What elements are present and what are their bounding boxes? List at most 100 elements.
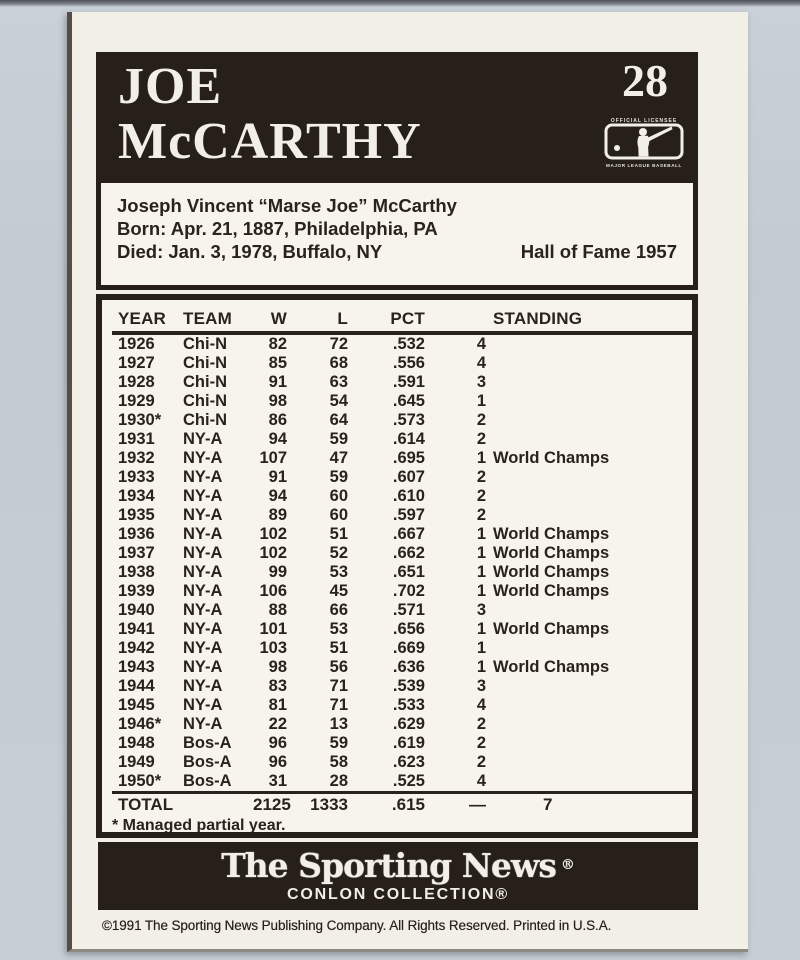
- baseball-card-back: JOE McCARTHY 28 OFFICIAL LICENSEE MAJOR …: [67, 12, 748, 952]
- table-row: 1934 NY-A 94 60 .610 2: [112, 487, 692, 506]
- cell-year: 1929: [118, 392, 155, 410]
- cell-pct: .525: [392, 772, 425, 790]
- cell-team: Chi-N: [183, 373, 227, 391]
- cell-year: 1938: [118, 563, 155, 581]
- cell-pct: .645: [392, 392, 425, 410]
- cell-team: Chi-N: [183, 392, 227, 410]
- cell-w: 96: [268, 734, 287, 752]
- cell-year: 1936: [118, 525, 155, 543]
- cell-w: 106: [259, 582, 287, 600]
- cell-team: Bos-A: [183, 734, 232, 752]
- table-footnote: * Managed partial year.: [112, 817, 286, 834]
- cell-team: Bos-A: [183, 753, 232, 771]
- cell-standing: 3: [476, 373, 486, 391]
- cell-standing: 4: [476, 696, 486, 714]
- cell-team: NY-A: [183, 563, 223, 581]
- cell-note: [486, 677, 692, 696]
- cell-pct: .629: [392, 715, 425, 733]
- cell-l: 59: [329, 430, 348, 448]
- bio-full-name: Joseph Vincent “Marse Joe” McCarthy: [117, 195, 457, 216]
- cell-l: 51: [329, 639, 348, 657]
- cell-pct: .571: [392, 601, 425, 619]
- cell-w: 94: [268, 430, 287, 448]
- table-row: 1943 NY-A 98 56 .636 1 World Champs: [112, 658, 692, 677]
- cell-pct: .656: [392, 620, 425, 638]
- cell-l: 59: [329, 734, 348, 752]
- cell-standing: 1: [476, 449, 486, 467]
- cell-l: 52: [329, 544, 348, 562]
- cell-note: [486, 715, 692, 734]
- col-header-blank: [425, 305, 486, 335]
- table-row: 1950* Bos-A 31 28 .525 4: [112, 772, 692, 793]
- cell-pct: .662: [392, 544, 425, 562]
- cell-year: 1939: [118, 582, 155, 600]
- table-row: 1942 NY-A 103 51 .669 1: [112, 639, 692, 658]
- cell-year: 1930*: [118, 411, 162, 429]
- cell-w: 102: [259, 525, 287, 543]
- cell-note: [486, 734, 692, 753]
- total-standing-dash: —: [425, 791, 486, 816]
- cell-l: 59: [329, 468, 348, 486]
- cell-l: 66: [329, 601, 348, 619]
- cell-l: 68: [329, 354, 348, 372]
- table-row: 1926 Chi-N 82 72 .532 4: [112, 333, 692, 354]
- table-row: 1941 NY-A 101 53 .656 1 World Champs: [112, 620, 692, 639]
- cell-l: 28: [329, 772, 348, 790]
- cell-w: 102: [259, 544, 287, 562]
- cell-year: 1928: [118, 373, 155, 391]
- cell-year: 1926: [118, 335, 155, 353]
- mlb-official-licensee-logo-icon: OFFICIAL LICENSEE MAJOR LEAGUE BASEBALL: [604, 118, 684, 168]
- table-row: 1936 NY-A 102 51 .667 1 World Champs: [112, 525, 692, 544]
- cell-w: 98: [268, 392, 287, 410]
- header-bar: JOE McCARTHY 28 OFFICIAL LICENSEE MAJOR …: [96, 52, 698, 178]
- card-number: 28: [622, 55, 668, 106]
- table-row: 1939 NY-A 106 45 .702 1 World Champs: [112, 582, 692, 601]
- table-row: 1948 Bos-A 96 59 .619 2: [112, 734, 692, 753]
- col-header-wins: W: [253, 305, 287, 335]
- table-row: 1944 NY-A 83 71 .539 3: [112, 677, 692, 696]
- table-row: 1940 NY-A 88 66 .571 3: [112, 601, 692, 620]
- cell-team: NY-A: [183, 715, 223, 733]
- col-header-losses: L: [287, 305, 348, 335]
- cell-standing: 4: [476, 335, 486, 353]
- cell-team: NY-A: [183, 696, 223, 714]
- cell-w: 31: [268, 772, 287, 790]
- cell-pct: .667: [392, 525, 425, 543]
- cell-pct: .623: [392, 753, 425, 771]
- cell-l: 71: [329, 677, 348, 695]
- cell-standing: 3: [476, 677, 486, 695]
- total-wins: 2125: [253, 791, 291, 816]
- table-row: 1935 NY-A 89 60 .597 2: [112, 506, 692, 525]
- total-championships: 7: [486, 791, 692, 816]
- table-row: 1928 Chi-N 91 63 .591 3: [112, 373, 692, 392]
- cell-note: [486, 696, 692, 715]
- cell-pct: .532: [392, 335, 425, 353]
- cell-note: World Champs: [493, 449, 610, 467]
- cell-team: NY-A: [183, 487, 223, 505]
- cell-w: 96: [268, 753, 287, 771]
- total-losses: 1333: [287, 791, 348, 816]
- cell-year: 1942: [118, 639, 155, 657]
- cell-pct: .573: [392, 411, 425, 429]
- cell-standing: 2: [476, 734, 486, 752]
- cell-w: 82: [268, 335, 287, 353]
- col-header-standing: STANDING: [486, 305, 692, 335]
- table-row: 1938 NY-A 99 53 .651 1 World Champs: [112, 563, 692, 582]
- cell-team: NY-A: [183, 582, 223, 600]
- cell-w: 98: [268, 658, 287, 676]
- cell-team: NY-A: [183, 601, 223, 619]
- cell-w: 83: [268, 677, 287, 695]
- cell-year: 1932: [118, 449, 155, 467]
- cell-note: [486, 411, 692, 430]
- cell-team: Chi-N: [183, 411, 227, 429]
- mlb-logo-bottom-text: MAJOR LEAGUE BASEBALL: [606, 163, 682, 168]
- mlb-logo-frame: [604, 123, 684, 160]
- cell-l: 54: [329, 392, 348, 410]
- cell-year: 1945: [118, 696, 155, 714]
- cell-w: 88: [268, 601, 287, 619]
- cell-l: 51: [329, 525, 348, 543]
- cell-team: NY-A: [183, 449, 223, 467]
- cell-standing: 1: [476, 639, 486, 657]
- col-header-pct: PCT: [348, 305, 425, 335]
- cell-pct: .533: [392, 696, 425, 714]
